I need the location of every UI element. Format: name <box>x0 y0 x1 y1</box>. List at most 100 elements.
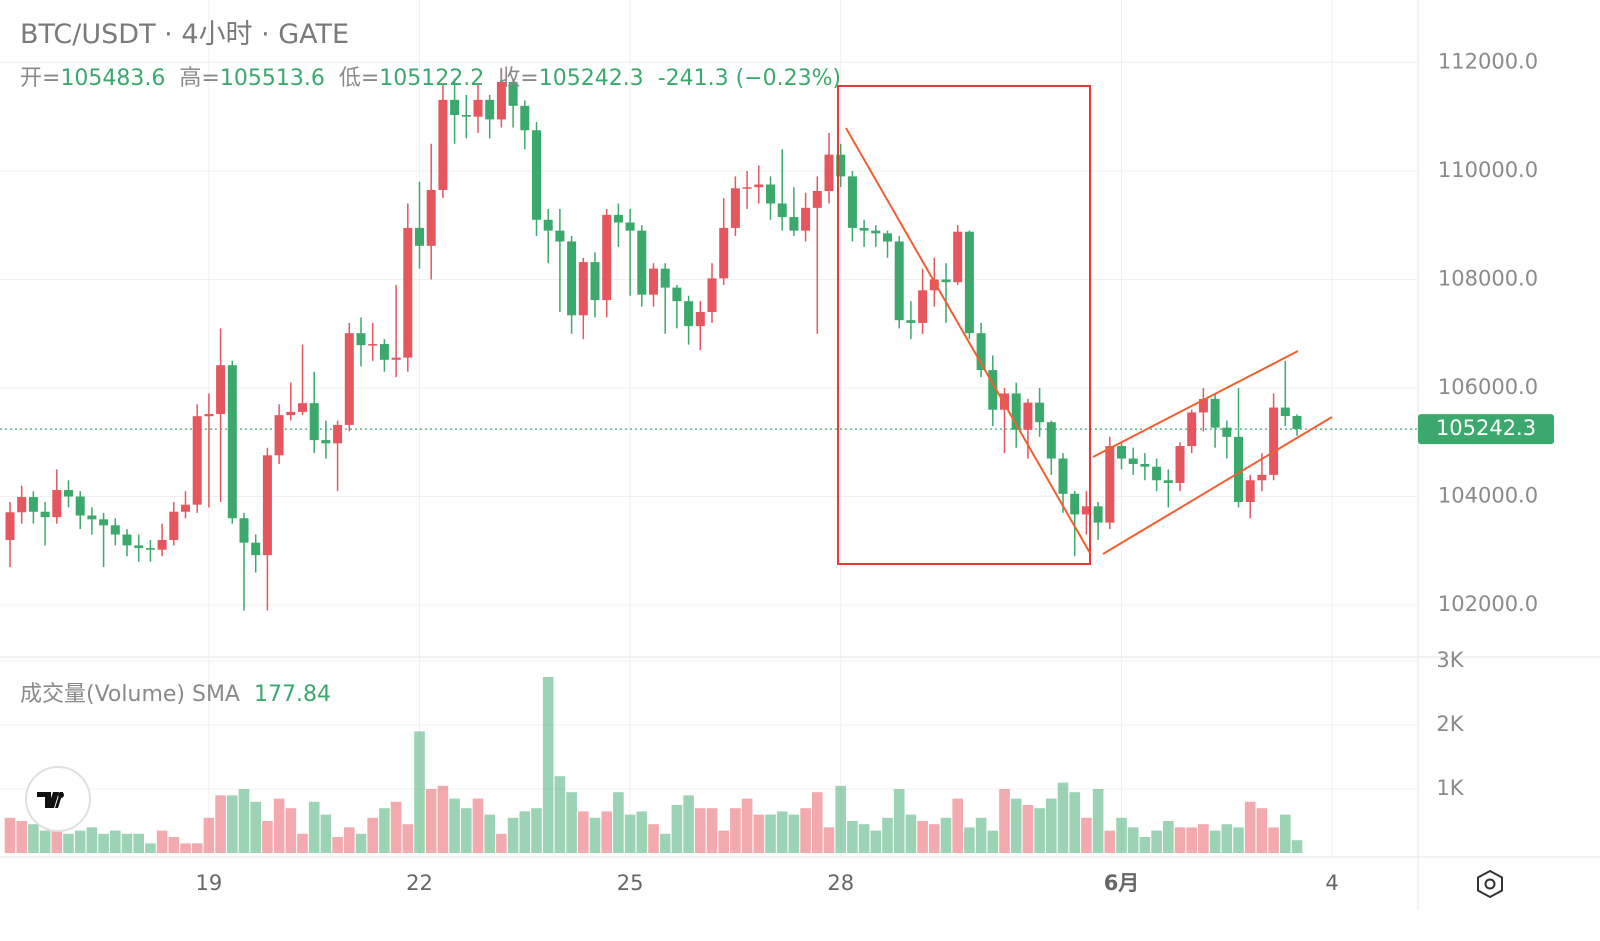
candle-body <box>426 189 436 246</box>
volume-bar <box>987 830 999 853</box>
volume-bar <box>870 830 882 853</box>
volume-bar <box>519 811 531 853</box>
candle-body <box>777 203 787 218</box>
volume-bar <box>753 814 765 853</box>
candle-body <box>87 515 97 520</box>
settings-hex[interactable] <box>1477 869 1503 899</box>
volume-bar <box>320 814 332 853</box>
annotations <box>837 85 1333 565</box>
candle-body <box>1280 407 1290 417</box>
axes: 102000.0 104000.0 106000.0 108000.0 110000.0… <box>196 49 1554 895</box>
volume-tick-label: 1K <box>1436 776 1464 800</box>
candle-body <box>1163 480 1173 483</box>
candle-body <box>520 105 530 131</box>
x-tick-label: 6月 <box>1104 871 1140 895</box>
volume-bar <box>613 792 624 853</box>
volume-bar <box>472 798 484 853</box>
ohlc-value: 105513.6 <box>219 66 325 91</box>
settings-icon[interactable] <box>1477 869 1503 899</box>
volume-bar <box>16 821 27 853</box>
candle-body <box>192 416 202 505</box>
volume-bar <box>86 827 98 853</box>
volume-bar <box>952 798 963 853</box>
candle-body <box>508 81 518 106</box>
volume-bar <box>39 830 51 853</box>
candle-body <box>660 268 670 288</box>
volume-bar <box>1022 805 1034 853</box>
y-tick-label: 104000.0 <box>1438 484 1538 508</box>
volume-bar <box>706 808 718 853</box>
volume-bar <box>484 814 495 853</box>
candle-body <box>625 222 635 231</box>
volume-bar <box>297 833 308 853</box>
candle-body <box>227 365 237 519</box>
volume-bar <box>1291 840 1303 853</box>
ohlc-label: 高= <box>179 66 220 91</box>
candle-body <box>906 320 916 323</box>
ohlc-value: 105242.3 <box>538 66 644 91</box>
candle-body <box>1198 398 1208 413</box>
volume-bar <box>402 824 414 853</box>
volume-bar <box>531 808 542 853</box>
candle-body <box>1210 398 1220 428</box>
volume-bar <box>1116 817 1127 853</box>
candle-body <box>602 214 612 301</box>
volume-bar <box>449 798 460 853</box>
candle-body <box>333 424 343 444</box>
candle-body <box>789 217 799 231</box>
candle-body <box>894 241 904 321</box>
candle-body <box>145 548 155 550</box>
candle-body <box>64 490 73 497</box>
volume-bars <box>4 677 1303 853</box>
tv-logo[interactable] <box>25 766 91 832</box>
candle-body <box>28 497 38 512</box>
candle-body <box>730 188 740 228</box>
volume-bar <box>1034 808 1045 853</box>
x-tick-label: 22 <box>406 871 433 895</box>
volume-bar <box>133 833 144 853</box>
volume-bar <box>636 811 648 853</box>
candle-body <box>1093 506 1103 523</box>
candle-body <box>812 191 822 208</box>
volume-bar <box>425 789 437 853</box>
candle-body <box>953 231 963 283</box>
volume-bar <box>308 801 320 853</box>
candle-body <box>286 411 296 416</box>
candle-body <box>684 301 694 327</box>
candle-body <box>707 278 717 313</box>
candle-body <box>309 403 319 441</box>
volume-bar <box>847 821 858 853</box>
volume-bar <box>344 827 355 853</box>
volume-bar <box>156 830 168 853</box>
candle-body <box>871 230 881 234</box>
volume-tick-label: 3K <box>1436 648 1464 672</box>
volume-bar <box>227 795 238 853</box>
candle-body <box>1023 402 1033 430</box>
y-tick-label: 110000.0 <box>1438 158 1538 182</box>
candle-body <box>1245 480 1255 502</box>
candle-body <box>555 230 565 242</box>
channel-lower <box>1102 416 1333 555</box>
candle-body <box>157 539 167 550</box>
volume-bar <box>98 833 109 853</box>
volume-bar <box>262 821 273 853</box>
ohlc-label: 开= <box>20 66 61 91</box>
candle-body <box>1081 506 1091 515</box>
candle-body <box>964 231 974 334</box>
y-tick-label: 102000.0 <box>1438 592 1538 616</box>
trend-line <box>845 127 1091 554</box>
volume-title: 成交量(Volume) SMA <box>20 682 240 707</box>
volume-bar <box>367 817 378 853</box>
highlight-box <box>837 85 1091 565</box>
volume-bar <box>285 808 297 853</box>
candle-body <box>578 262 588 316</box>
volume-bar <box>507 817 519 853</box>
candle-body <box>637 230 647 295</box>
volume-bar <box>940 817 952 853</box>
volume-bar <box>250 801 261 853</box>
volume-bar <box>765 814 776 853</box>
volume-bar <box>110 830 121 853</box>
candle-body <box>1187 412 1197 447</box>
candle-body <box>415 227 424 246</box>
